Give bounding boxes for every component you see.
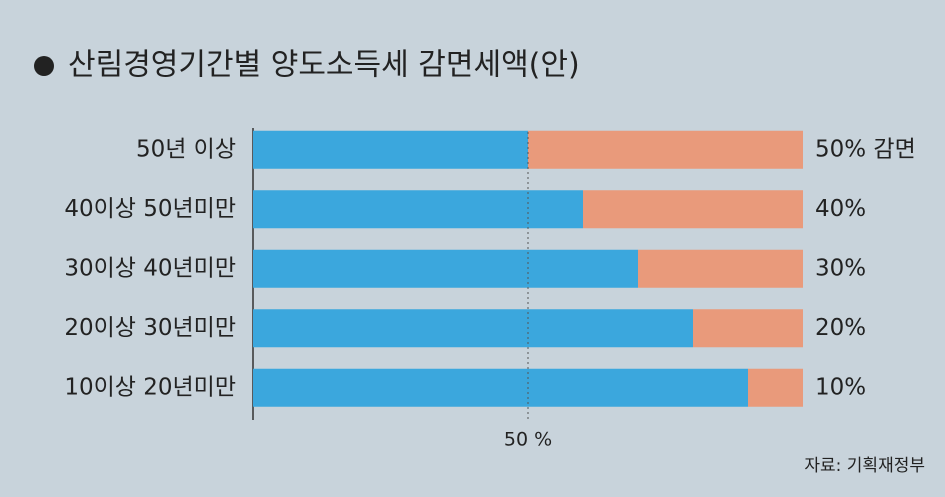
value-label: 40%	[815, 196, 866, 222]
chart-title: 산림경영기간별 양도소득세 감면세액(안)	[68, 48, 580, 83]
bar-segment	[253, 309, 693, 348]
value-label: 10%	[815, 374, 866, 400]
bar-segment	[253, 249, 638, 288]
bar-segment	[253, 190, 583, 229]
bar-segment	[528, 130, 803, 169]
bar-segment	[748, 368, 803, 407]
category-label: 50년 이상	[136, 136, 236, 162]
bar-segment	[693, 309, 803, 348]
bar-segment	[253, 368, 748, 407]
category-label: 10이상 20년미만	[64, 374, 236, 400]
bar-segment	[638, 249, 803, 288]
category-label: 30이상 40년미만	[64, 255, 236, 281]
x-tick-label: 50 %	[504, 429, 552, 451]
value-label: 50% 감면	[815, 136, 916, 162]
source: 자료: 기획재정부	[804, 456, 925, 476]
value-label: 20%	[815, 315, 866, 341]
bar-segment	[253, 130, 528, 169]
bar-segment	[583, 190, 803, 229]
title-bullet	[34, 56, 54, 76]
value-label: 30%	[815, 255, 866, 281]
category-label: 20이상 30년미만	[64, 315, 236, 341]
category-label: 40이상 50년미만	[64, 196, 236, 222]
